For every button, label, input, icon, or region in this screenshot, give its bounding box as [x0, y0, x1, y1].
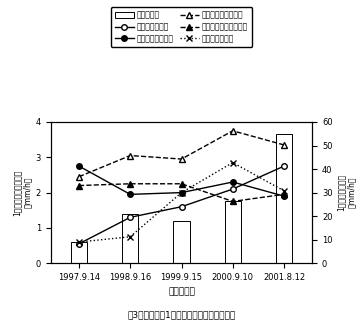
- Bar: [122, 214, 138, 263]
- Text: 図3　各暗渠の1時間最大排水量の経年変化: 図3 各暗渠の1時間最大排水量の経年変化: [127, 311, 236, 320]
- Bar: [225, 202, 241, 263]
- X-axis label: 年．月．日: 年．月．日: [168, 288, 195, 297]
- Y-axis label: 1時間最大降雨量
（mm/h）: 1時間最大降雨量 （mm/h）: [337, 174, 356, 211]
- Y-axis label: 1時間最大暗渠排水量
（mm/h）: 1時間最大暗渠排水量 （mm/h）: [12, 169, 32, 216]
- Bar: [71, 242, 87, 263]
- Bar: [173, 221, 190, 263]
- Bar: [276, 134, 292, 263]
- Legend: １時間雨量, 改善区－本暗渠, 改善区－浅層暗渠, 構造発達区－本暗渠, 構造発達区－浅層暗渠, 対照区－本暗渠: １時間雨量, 改善区－本暗渠, 改善区－浅層暗渠, 構造発達区－本暗渠, 構造発…: [111, 7, 252, 47]
